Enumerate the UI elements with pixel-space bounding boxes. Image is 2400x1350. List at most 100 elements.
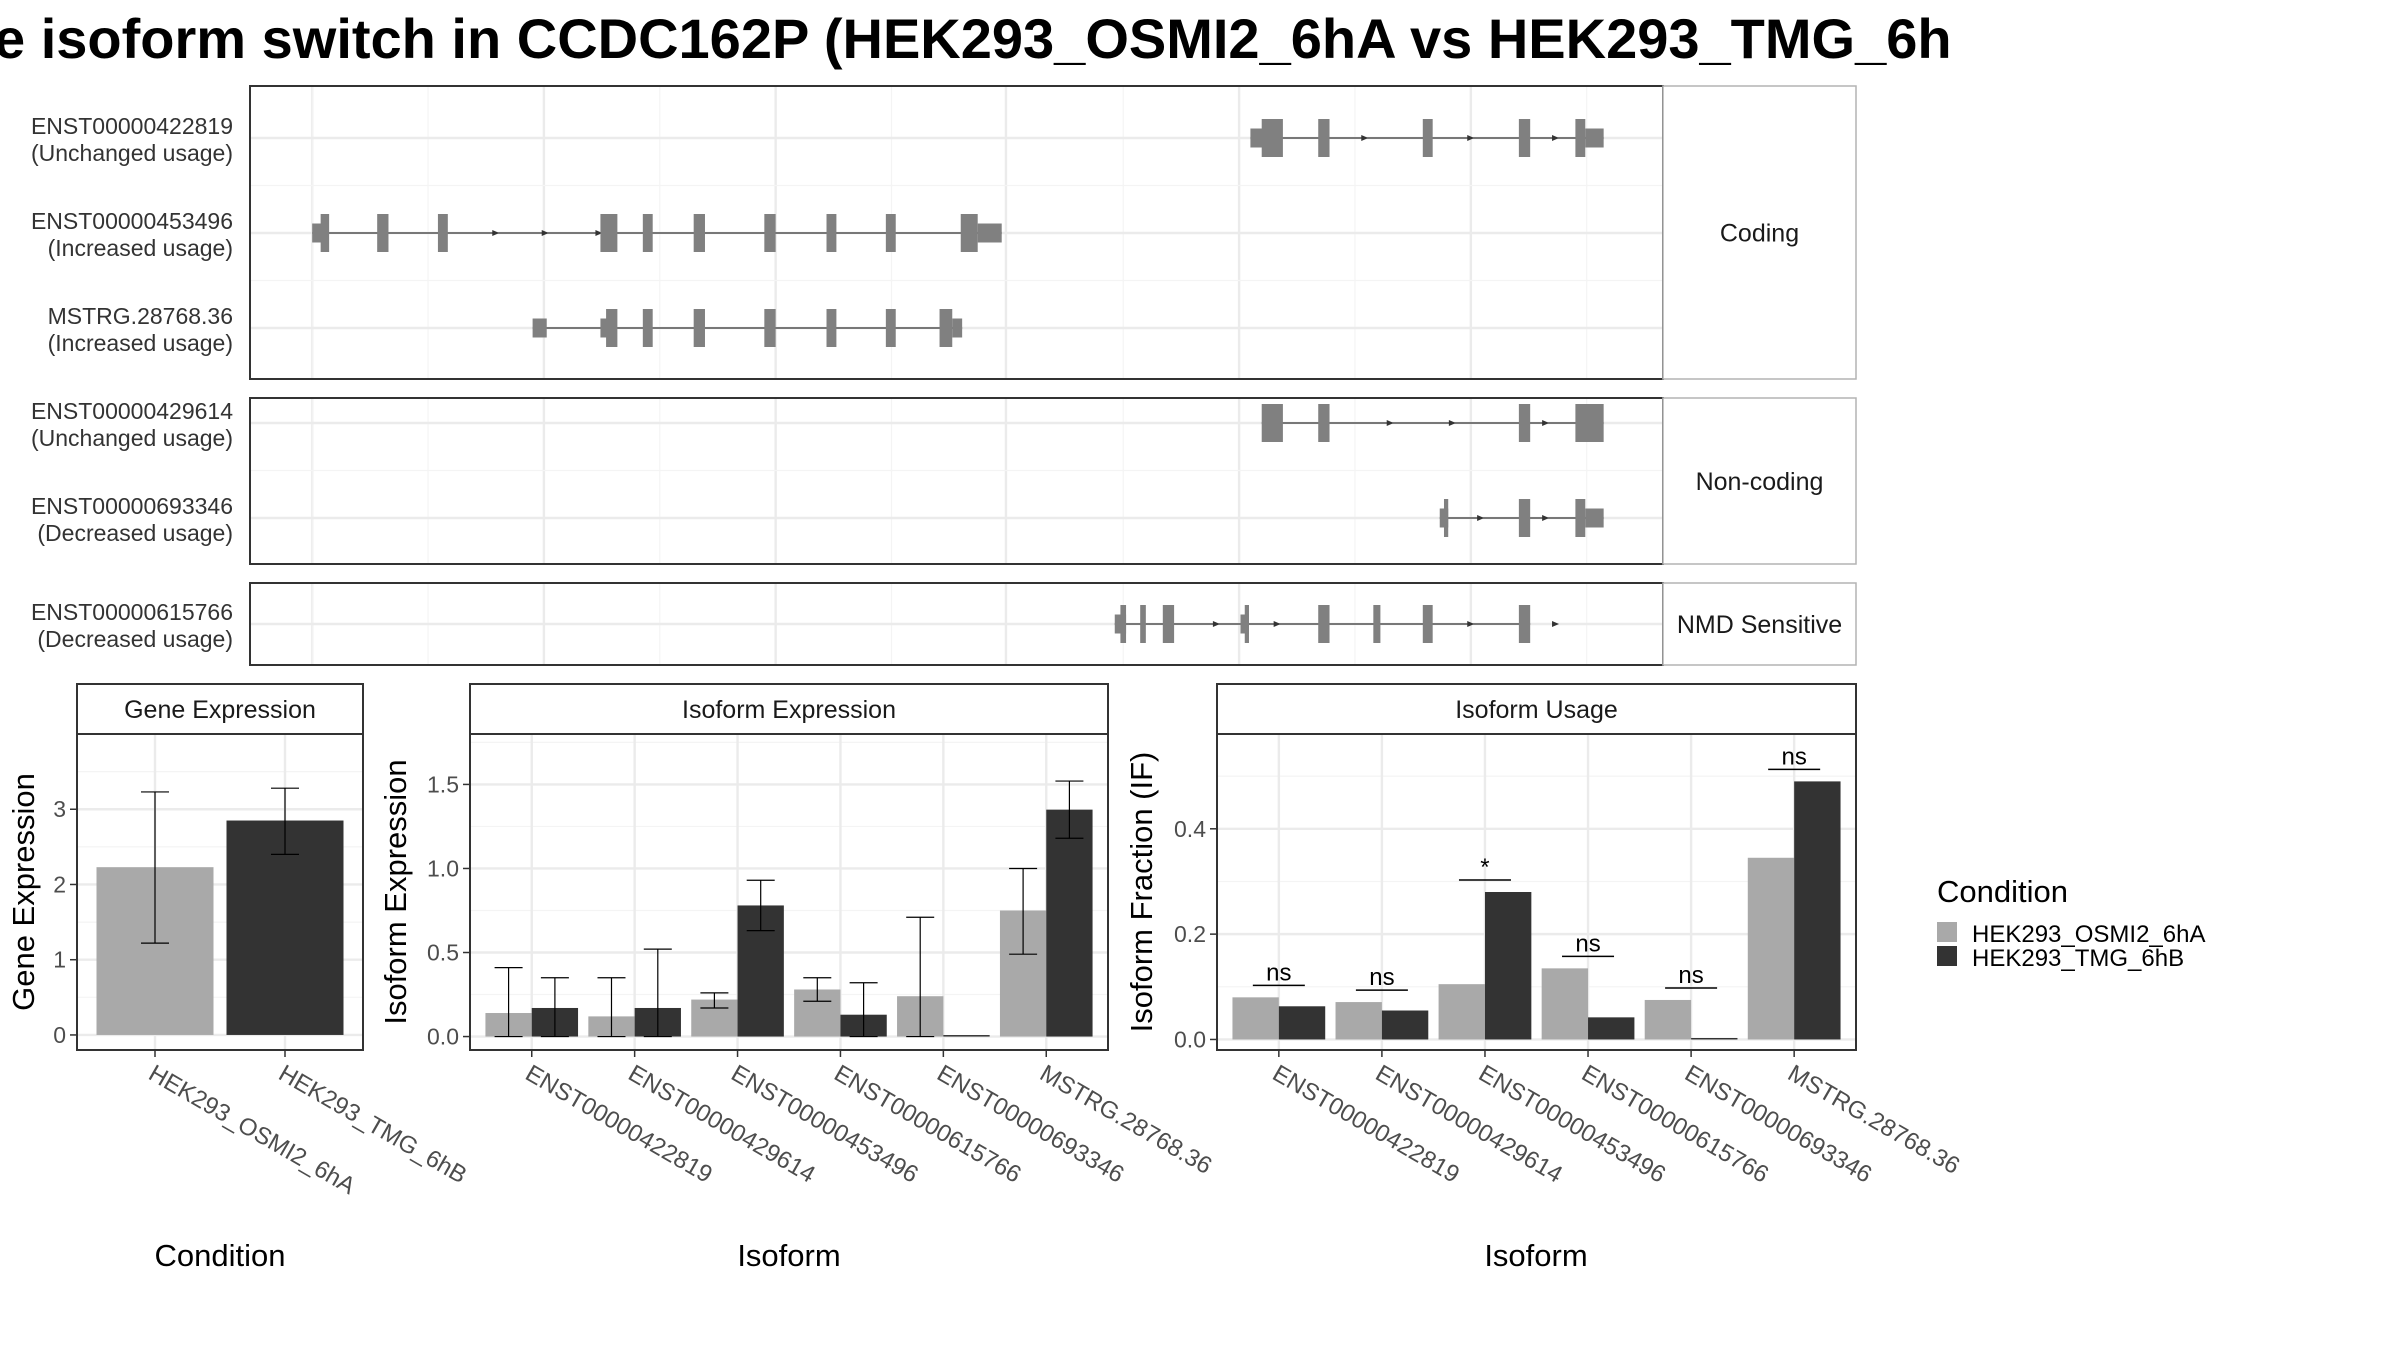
isoform-usage-chart: 0.0 0.2 0.4 ns ENST00000422819 ns ENST00000429… bbox=[1124, 683, 1964, 1273]
panel-strip bbox=[469, 683, 1109, 735]
exon bbox=[1120, 605, 1127, 643]
y-tick-label: 0.0 bbox=[427, 1024, 459, 1050]
x-tick-label: ENST00000429614 bbox=[1371, 1060, 1567, 1189]
exon bbox=[952, 318, 963, 338]
panel-title: Isoform Expression bbox=[682, 696, 896, 724]
y-tick-label: 1.5 bbox=[427, 771, 459, 797]
exon bbox=[532, 318, 547, 338]
facet-coding: Coding bbox=[249, 85, 1857, 380]
y-axis-label: Gene Expression bbox=[6, 773, 41, 1011]
intron-arrow bbox=[1212, 621, 1220, 627]
x-tick-label: MSTRG.28768.36 bbox=[1035, 1060, 1216, 1180]
facet-strip-label: Non-coding bbox=[1696, 468, 1824, 496]
legend-key-cond2 bbox=[1937, 946, 1957, 966]
intron-arrow bbox=[541, 230, 549, 236]
legend-label-cond2: HEK293_TMG_6hB bbox=[1972, 945, 2184, 972]
y-tick-label: 1 bbox=[53, 947, 66, 973]
exon bbox=[764, 309, 776, 347]
transcript-enst00000615766 bbox=[1114, 605, 1560, 643]
exon bbox=[1518, 605, 1531, 643]
error-bar bbox=[271, 787, 299, 855]
bar bbox=[1644, 999, 1692, 1040]
transcript-mstrg-28768-36 bbox=[532, 309, 963, 347]
exon bbox=[606, 309, 618, 347]
transcript-usage-label: (Unchanged usage) bbox=[31, 425, 233, 451]
significance-label: * bbox=[1480, 854, 1489, 881]
bar bbox=[1541, 968, 1589, 1040]
error-bar bbox=[643, 948, 672, 1038]
error-bar bbox=[906, 916, 935, 1038]
exon bbox=[826, 214, 837, 252]
bar bbox=[1588, 1017, 1635, 1040]
exon bbox=[1244, 605, 1249, 643]
bar bbox=[1794, 781, 1841, 1040]
bar bbox=[1046, 809, 1093, 1037]
exon bbox=[1518, 404, 1531, 442]
legend-key-cond1 bbox=[1937, 922, 1957, 942]
y-tick-label: 0 bbox=[53, 1022, 66, 1048]
y-axis-label: Isoform Expression bbox=[378, 759, 413, 1024]
legend-title: Condition bbox=[1937, 874, 2068, 909]
facet-strip bbox=[1662, 85, 1857, 380]
condition-legend: Condition HEK293_OSMI2_6hA HEK293_TMG_6h… bbox=[1937, 874, 2205, 972]
figure-title: e isoform switch in CCDC162P (HEK293_OSM… bbox=[0, 7, 1952, 70]
transcript-id-label: MSTRG.28768.36 bbox=[48, 303, 233, 329]
y-tick-label: 0.2 bbox=[1174, 921, 1206, 947]
transcript-enst00000453496 bbox=[312, 214, 1002, 252]
exon bbox=[885, 309, 896, 347]
transcript-usage-label: (Unchanged usage) bbox=[31, 140, 233, 166]
facet-strip bbox=[1662, 397, 1857, 565]
intron-arrow bbox=[1542, 420, 1550, 426]
x-axis-label: Condition bbox=[155, 1238, 286, 1273]
bar bbox=[1335, 1002, 1382, 1040]
exon bbox=[600, 318, 611, 338]
x-tick-label: ENST00000615766 bbox=[829, 1060, 1025, 1189]
x-tick-label: ENST00000429614 bbox=[624, 1060, 820, 1189]
error-bar bbox=[540, 977, 569, 1038]
panel-strip bbox=[76, 683, 364, 735]
exon bbox=[642, 309, 653, 347]
exon bbox=[1318, 404, 1330, 442]
transcript-usage-label: (Increased usage) bbox=[48, 330, 233, 356]
intron-arrow bbox=[595, 230, 603, 236]
intron-arrow bbox=[1477, 515, 1485, 521]
legend-label-cond1: HEK293_OSMI2_6hA bbox=[1972, 921, 2205, 948]
exon bbox=[1373, 605, 1381, 643]
y-tick-label: 0.5 bbox=[427, 940, 459, 966]
exon bbox=[600, 214, 618, 252]
intron-arrow bbox=[1386, 420, 1394, 426]
x-tick-label: MSTRG.28768.36 bbox=[1783, 1060, 1964, 1180]
exon bbox=[939, 309, 953, 347]
intron-arrow bbox=[1552, 135, 1560, 141]
intron-arrow bbox=[1467, 135, 1475, 141]
error-bar bbox=[700, 992, 729, 1009]
transcript-id-label: ENST00000453496 bbox=[31, 208, 233, 234]
transcript-enst00000429614 bbox=[1261, 404, 1604, 442]
significance-label: ns bbox=[1575, 930, 1600, 957]
error-bar bbox=[141, 791, 169, 944]
transcript-enst00000422819 bbox=[1250, 119, 1604, 157]
y-tick-label: 2 bbox=[53, 871, 66, 897]
bar bbox=[226, 820, 344, 1035]
exon bbox=[1140, 605, 1146, 643]
exon bbox=[1318, 119, 1330, 157]
transcript-id-label: ENST00000615766 bbox=[31, 599, 233, 625]
facet-strip-label: NMD Sensitive bbox=[1677, 611, 1842, 639]
y-tick-label: 0.0 bbox=[1174, 1026, 1206, 1052]
exon bbox=[642, 214, 653, 252]
bar bbox=[1484, 892, 1532, 1040]
x-tick-label: ENST00000422819 bbox=[521, 1060, 717, 1189]
facet-strip bbox=[1662, 582, 1857, 666]
intron-arrow bbox=[1552, 621, 1560, 627]
transcript-usage-label: (Increased usage) bbox=[48, 235, 233, 261]
panel-strip bbox=[1216, 683, 1857, 735]
x-tick-label: ENST00000693346 bbox=[932, 1060, 1128, 1189]
intron-arrow bbox=[1467, 621, 1475, 627]
x-tick-label: HEK293_OSMI2_6hA bbox=[144, 1060, 360, 1200]
transcript-enst00000693346 bbox=[1439, 499, 1604, 537]
transcript-usage-label: (Decreased usage) bbox=[37, 520, 233, 546]
exon bbox=[960, 214, 978, 252]
transcript-usage-label: (Decreased usage) bbox=[37, 626, 233, 652]
